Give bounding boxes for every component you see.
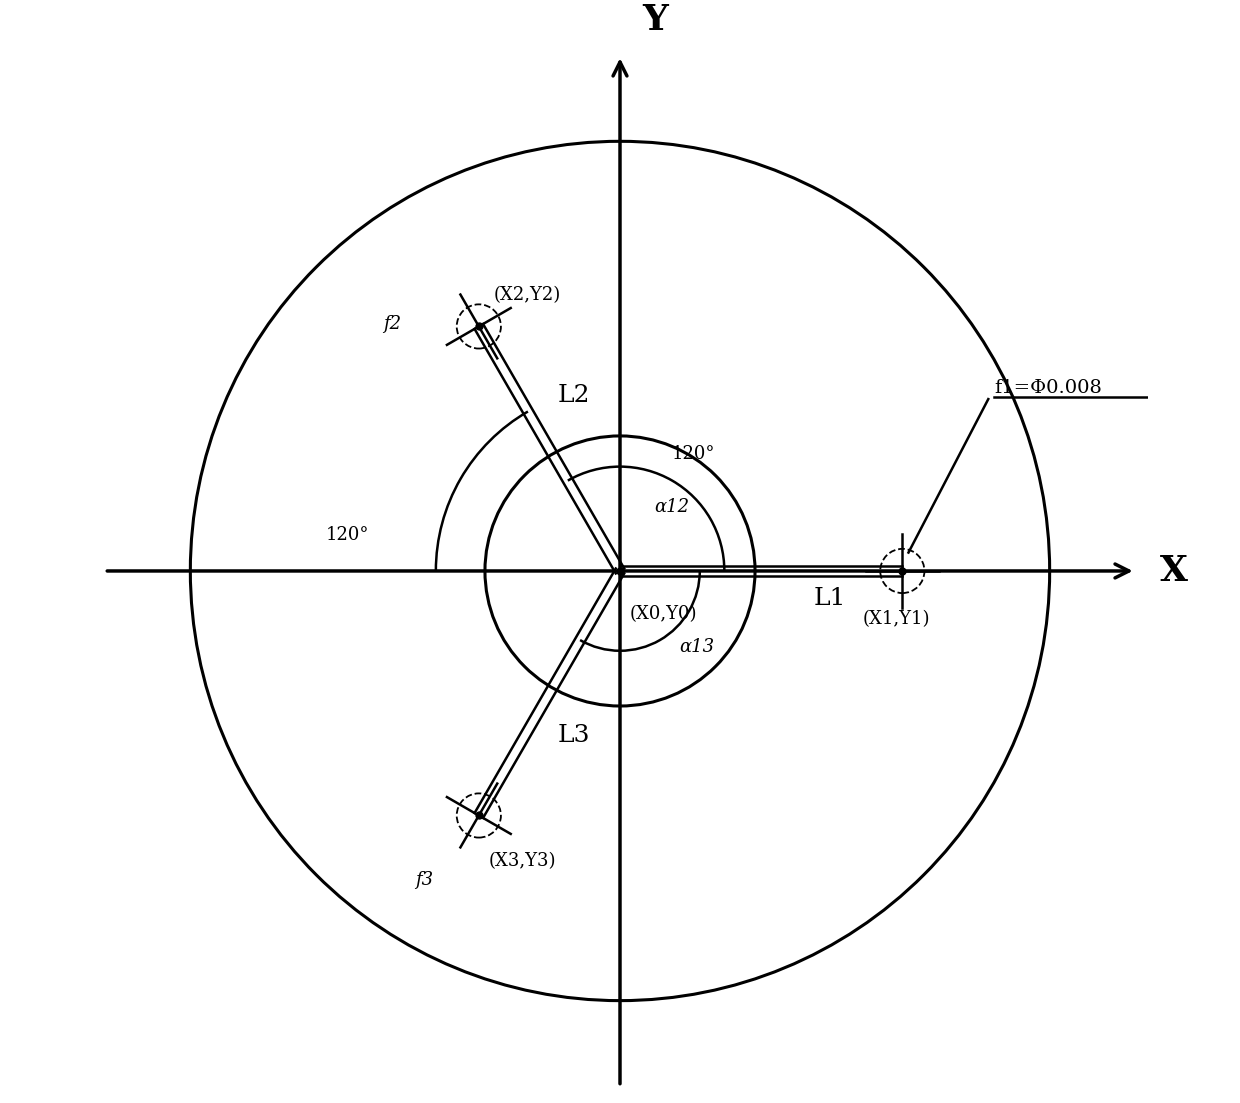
Text: f3: f3	[415, 870, 433, 889]
Text: X: X	[1161, 554, 1188, 588]
Text: (X3,Y3): (X3,Y3)	[489, 853, 557, 870]
Text: L1: L1	[813, 587, 847, 610]
Text: L2: L2	[558, 384, 590, 407]
Text: L3: L3	[558, 725, 590, 747]
Text: (X2,Y2): (X2,Y2)	[494, 287, 560, 304]
Text: α13: α13	[680, 639, 714, 656]
Text: f2: f2	[383, 315, 402, 333]
Text: (X0,Y0): (X0,Y0)	[630, 606, 697, 623]
Text: f1=Φ0.008: f1=Φ0.008	[994, 378, 1102, 397]
Text: α12: α12	[655, 497, 689, 516]
Text: 120°: 120°	[325, 526, 368, 544]
Text: Y: Y	[642, 3, 668, 38]
Text: (X1,Y1): (X1,Y1)	[863, 610, 930, 629]
Text: 120°: 120°	[672, 445, 715, 463]
